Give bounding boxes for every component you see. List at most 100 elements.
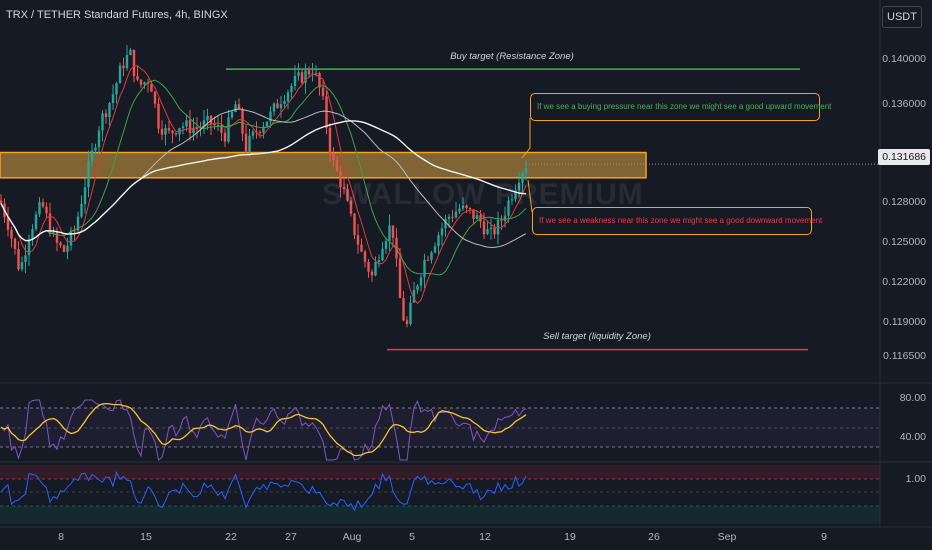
candle-body (111, 94, 115, 104)
candle-body (272, 103, 276, 112)
candle-body (314, 73, 318, 75)
candle-body (286, 92, 290, 102)
candle-body (402, 298, 405, 321)
candle-body (391, 225, 395, 238)
candle-body (440, 228, 444, 236)
candle-body (6, 217, 10, 230)
candle-body (276, 103, 279, 109)
y-tick-2: 0.128000 (882, 196, 926, 208)
candle-body (10, 229, 13, 239)
candle-body (251, 131, 255, 136)
candle-body (360, 244, 363, 252)
candle-body (150, 83, 153, 92)
candle-body (363, 251, 367, 262)
x-tick-15: 15 (140, 531, 152, 543)
candle-body (423, 259, 426, 278)
candle-body (503, 215, 507, 221)
candle-body (52, 232, 55, 235)
candle-body (328, 127, 332, 154)
candle-body (55, 232, 59, 243)
candle-body (472, 209, 475, 220)
candle-body (405, 320, 409, 325)
candle-body (248, 135, 251, 152)
candle-body (125, 54, 129, 69)
candle-body (244, 133, 248, 152)
candle-body (279, 104, 283, 109)
currency-button[interactable]: USDT (882, 6, 922, 28)
candle-body (20, 262, 24, 270)
sell-target-label: Sell target (liquidity Zone) (543, 331, 651, 342)
candle-body (62, 245, 66, 252)
candle-body (59, 242, 62, 246)
candle-body (507, 200, 510, 216)
candle-body (118, 65, 122, 84)
x-tick-27: 27 (285, 531, 297, 543)
candle-body (230, 112, 234, 118)
candle-body (87, 161, 90, 188)
candle-body (349, 200, 353, 214)
candle-body (258, 132, 262, 134)
candle-body (433, 246, 437, 253)
candle-body (31, 229, 34, 240)
rsi-tick-40: 40.00 (899, 431, 926, 443)
osc-tick-1: 1.00 (905, 473, 926, 485)
candle-body (101, 113, 104, 131)
candle-body (153, 91, 157, 104)
y-tick-3: 0.125000 (882, 236, 926, 248)
buy-note-connector (521, 118, 531, 159)
y-tick-4: 0.122000 (882, 276, 926, 288)
x-tick-8: 8 (58, 531, 64, 543)
resistance-zone (0, 151, 647, 179)
candle-body (370, 271, 374, 276)
candle-body (234, 104, 237, 113)
candle-body (388, 225, 391, 241)
osc-upper-zone (0, 465, 880, 479)
candle-body (209, 115, 213, 124)
candle-body (188, 120, 192, 134)
rsi-tick-80: 80.00 (899, 392, 926, 404)
candle-body (318, 73, 321, 88)
candle-body (437, 235, 440, 247)
candle-body (356, 235, 360, 245)
candle-body (458, 208, 461, 212)
candle-body (202, 120, 206, 128)
candle-body (181, 126, 185, 129)
candle-body (73, 230, 76, 232)
candle-body (129, 49, 132, 55)
candle-body (38, 202, 41, 215)
candle-body (426, 259, 430, 261)
candle-body (17, 248, 20, 270)
symbol-title[interactable]: TRX / TETHER Standard Futures, 4h, BINGX (6, 9, 228, 21)
candle-body (136, 76, 139, 80)
candle-body (482, 221, 486, 235)
candle-body (304, 70, 307, 83)
candle-body (430, 252, 433, 260)
candle-body (339, 171, 342, 188)
candle-body (419, 277, 423, 286)
ma-long-line (0, 120, 527, 242)
candle-body (311, 73, 314, 75)
ma-fast-line (0, 65, 527, 305)
candle-body (69, 230, 73, 246)
candle-body (290, 85, 293, 93)
candle-body (27, 239, 31, 256)
x-tick-aug: Aug (342, 531, 362, 543)
candle-body (227, 117, 230, 142)
price-pane-bg (0, 0, 932, 382)
buy-note: If we see a buying pressure near this zo… (530, 93, 831, 121)
candle-body (374, 261, 377, 276)
candle-body (0, 200, 3, 204)
candle-body (213, 123, 216, 126)
sell-note: If we see a weakness near this zone we m… (532, 207, 822, 235)
candle-body (325, 96, 328, 128)
candle-body (164, 128, 167, 135)
candle-body (76, 216, 80, 231)
candle-body (447, 216, 451, 219)
candle-body (342, 187, 346, 190)
y-tick-0: 0.140000 (882, 53, 926, 65)
candle-body (80, 203, 83, 217)
candle-body (517, 182, 521, 191)
candle-body (265, 121, 269, 127)
